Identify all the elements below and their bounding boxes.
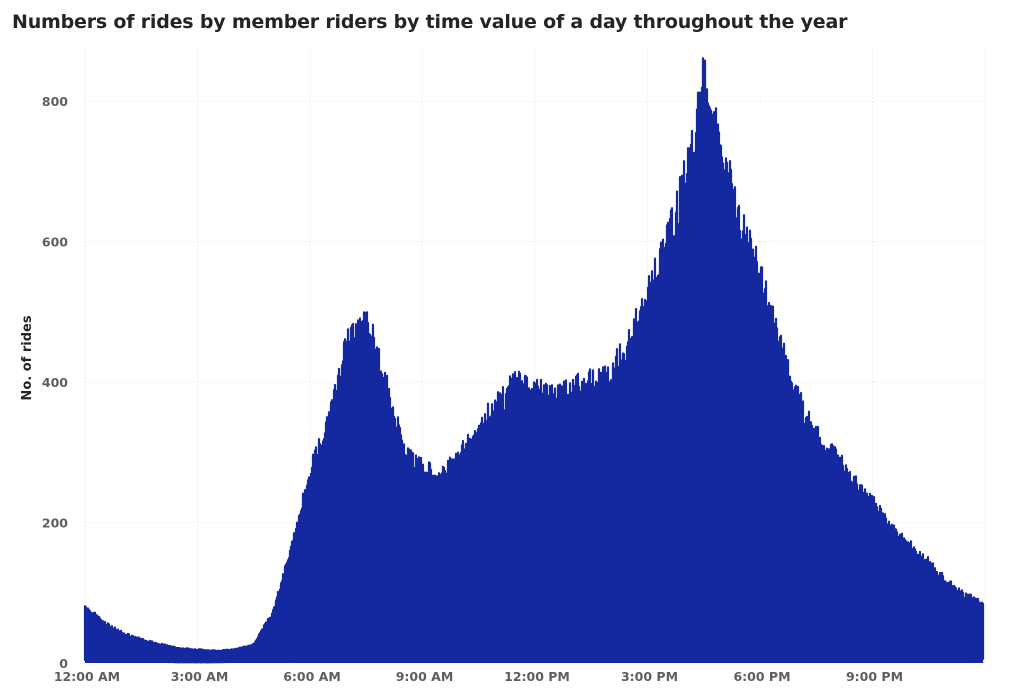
y-axis-title: No. of rides (20, 315, 35, 400)
data-layer (83, 57, 985, 664)
x-tick-label-7: 9:00 PM (846, 669, 903, 684)
series-line (83, 57, 985, 664)
x-tick-label-6: 6:00 PM (733, 669, 790, 684)
axis-layer: 0 200 400 600 800 12:00 AM 3:00 AM 6:00 AM 9:00 … (42, 94, 903, 684)
y-tick-label-400: 400 (42, 375, 68, 390)
x-tick-label-4: 12:00 PM (504, 669, 570, 684)
chart-title: Numbers of rides by member riders by tim… (12, 11, 848, 33)
x-tick-label-1: 3:00 AM (171, 669, 229, 684)
y-tick-label-0: 0 (59, 656, 68, 671)
x-tick-label-3: 9:00 AM (396, 669, 454, 684)
y-tick-label-800: 800 (42, 94, 68, 109)
x-tick-label-5: 3:00 PM (621, 669, 678, 684)
y-tick-label-200: 200 (42, 516, 68, 531)
x-tick-label-0: 12:00 AM (54, 669, 120, 684)
x-tick-label-2: 6:00 AM (283, 669, 341, 684)
y-tick-label-600: 600 (42, 235, 68, 250)
